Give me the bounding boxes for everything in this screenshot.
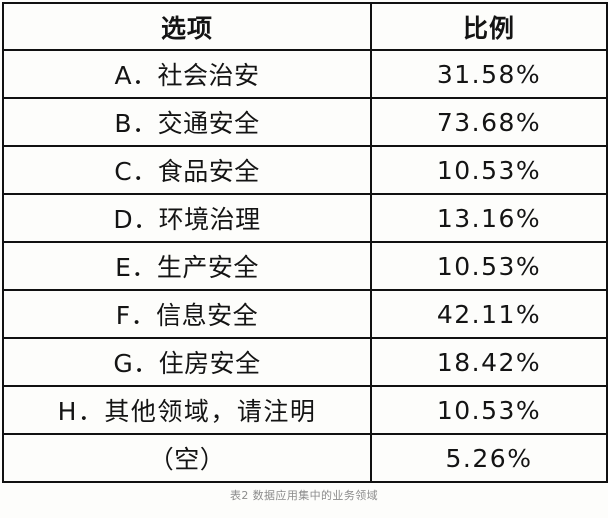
cell-ratio: 31.58% — [370, 49, 608, 99]
table-row: G．住房安全 18.42% — [2, 337, 608, 387]
column-header-ratio: 比例 — [370, 2, 608, 51]
table-row: A．社会治安 31.58% — [2, 49, 608, 99]
column-header-option: 选项 — [2, 2, 372, 51]
table-row: C．食品安全 10.53% — [2, 145, 608, 195]
cell-option: （空） — [2, 433, 372, 483]
table-body: A．社会治安 31.58% B．交通安全 73.68% C．食品安全 10.53… — [2, 49, 608, 483]
table-row: B．交通安全 73.68% — [2, 97, 608, 147]
cell-ratio: 18.42% — [370, 337, 608, 387]
cell-ratio: 13.16% — [370, 193, 608, 243]
cell-ratio: 42.11% — [370, 289, 608, 339]
cell-option: F．信息安全 — [2, 289, 372, 339]
cell-option: E．生产安全 — [2, 241, 372, 291]
cell-ratio: 10.53% — [370, 145, 608, 195]
cell-option: B．交通安全 — [2, 97, 372, 147]
cell-option: A．社会治安 — [2, 49, 372, 99]
cell-ratio: 10.53% — [370, 241, 608, 291]
cell-ratio: 10.53% — [370, 385, 608, 435]
table-container: 选项 比例 A．社会治安 31.58% B．交通安全 73.68% C．食品安全… — [2, 2, 608, 483]
cell-ratio: 73.68% — [370, 97, 608, 147]
table-caption: 表2 数据应用集中的业务领域 — [229, 489, 379, 502]
table-row: E．生产安全 10.53% — [2, 241, 608, 291]
table-header-row: 选项 比例 — [2, 2, 608, 51]
table-row: （空） 5.26% — [2, 433, 608, 483]
table-row: H．其他领域，请注明 10.53% — [2, 385, 608, 435]
cell-option: D．环境治理 — [2, 193, 372, 243]
cell-ratio: 5.26% — [370, 433, 608, 483]
cell-option: G．住房安全 — [2, 337, 372, 387]
cell-option: C．食品安全 — [2, 145, 372, 195]
cell-option: H．其他领域，请注明 — [2, 385, 372, 435]
table-header: 选项 比例 — [2, 2, 608, 51]
table-row: F．信息安全 42.11% — [2, 289, 608, 339]
survey-results-table: 选项 比例 A．社会治安 31.58% B．交通安全 73.68% C．食品安全… — [2, 2, 608, 483]
table-row: D．环境治理 13.16% — [2, 193, 608, 243]
